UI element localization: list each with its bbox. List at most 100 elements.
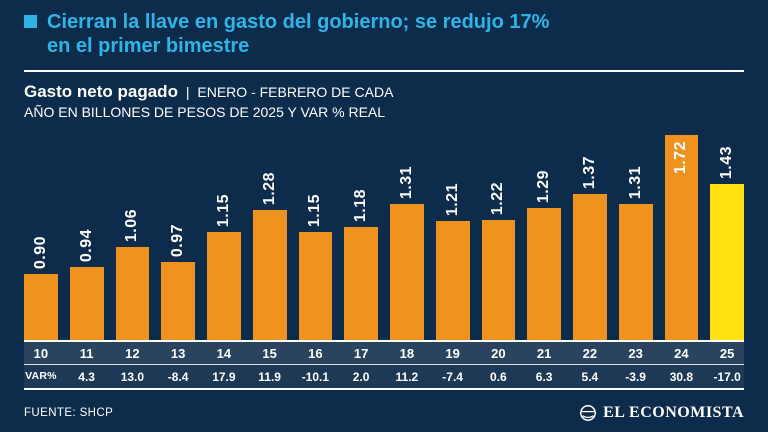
bar-column: 1.15 [207,194,241,340]
divider [24,69,744,72]
var-value: 5.4 [581,369,599,384]
years-row: 10 11 12 13 14 15 16 17 18 19 20 21 22 23 24 25 [24,339,744,365]
bar: 1.72 [664,134,699,340]
bar-column: 1.31 [618,165,653,340]
footer: FUENTE: SHCP EL ECONOMISTA [24,404,744,422]
year-label: 15 [262,345,277,361]
bar-column: 1.18 [344,189,378,340]
year-label: 19 [445,345,460,361]
bar-column: 1.22 [481,181,516,340]
year-label: 22 [582,345,598,361]
var-value: 30.8 [669,369,694,384]
year-label: 24 [674,345,689,361]
headline-line1: Cierran la llave en gasto del gobierno; … [47,11,550,33]
bar [435,220,470,340]
bar [618,203,653,340]
bar-column: 1.21 [435,182,470,340]
el-economista-logo: EL ECONOMISTA [579,404,744,422]
bar-column: 1.29 [527,170,561,340]
bar [573,193,607,340]
bar-value-label: 0.97 [169,223,187,257]
year-label: 25 [719,345,735,361]
var-value: 4.3 [78,369,95,384]
bar-column: 1.28 [252,171,287,340]
year-label: 21 [536,345,552,361]
kicker-separator: | [185,83,190,100]
var-value: -7.4 [442,369,463,384]
bar [527,207,561,340]
headline-line2: en el primer bimestre [47,35,250,58]
bar-value-label: 1.21 [443,182,461,216]
bar [481,219,516,340]
bar-value-label: 1.15 [214,193,232,227]
bar [161,261,195,340]
data-table: 10 11 12 13 14 15 16 17 18 19 20 21 22 23 24 25 VAR% 4.3… [24,339,744,390]
bar [207,231,241,340]
chart-subtitle-line2: AÑO EN BILLONES DE PESOS DE 2025 Y VAR %… [24,104,386,121]
bar-column: 1.15 [298,193,333,340]
bar [24,273,58,340]
year-label: 23 [628,345,643,361]
chart-title: Gasto neto pagado [24,81,178,101]
bar-column: 0.94 [69,228,104,340]
bar-column: 1.37 [573,156,607,340]
year-label: 20 [491,345,506,361]
bar [390,203,424,340]
var-value: 11.2 [395,369,419,384]
bar-column: 0.90 [24,236,58,340]
year-label: 14 [216,345,232,361]
bar [710,183,744,340]
year-label: 11 [79,345,94,361]
bar-value-label: 1.72 [672,140,690,174]
bar-value-label: 1.31 [397,165,415,199]
var-value: -17.0 [713,369,741,384]
var-value: 11.9 [258,369,281,384]
year-label: 10 [33,345,49,361]
var-row-label: VAR% [25,369,57,382]
bar-chart: 0.90 0.94 1.06 0.97 1.15 1.28 1.15 1.18 1.31 1.21… [24,126,744,340]
bar-value-label: 1.15 [306,193,324,227]
bar [252,209,287,340]
chart-kicker: Gasto neto pagado | ENERO - FEBRERO DE C… [24,81,744,122]
year-label: 13 [170,345,186,361]
headline: Cierran la llave en gasto del gobierno; … [47,10,549,59]
bar-column: 1.43 [710,146,744,340]
bar-value-label: 1.22 [489,181,507,215]
bar-value-label: 1.18 [352,188,370,222]
var-value: -8.4 [167,369,189,384]
bar [115,246,150,340]
bar-value-label: 0.90 [31,235,49,269]
bar [69,266,104,340]
bar-value-label: 1.37 [580,155,598,189]
year-label: 12 [125,345,140,361]
bar-column: 1.06 [115,208,150,340]
bar-value-label: 1.43 [718,145,736,179]
bar-column: 0.97 [161,224,195,340]
bar-value-label: 1.28 [260,171,278,205]
bar-column: 1.72 [664,134,699,340]
el-economista-logo-icon [580,405,597,421]
source-label: FUENTE: SHCP [24,407,114,419]
bar [298,231,333,340]
var-value: 0.6 [490,369,507,384]
header: Cierran la llave en gasto del gobierno; … [24,10,744,59]
bar-value-label: 1.06 [123,208,141,242]
var-row: VAR% 4.3 13.0 -8.4 17.9 11.9 -10.1 2.0 11.2 -7.4 0… [24,364,744,390]
chart-subtitle-line1: ENERO - FEBRERO DE CADA [197,83,394,100]
var-value: 17.9 [212,369,236,384]
var-value: 13.0 [120,369,145,384]
var-value: -10.1 [301,369,330,384]
bar-column: 1.31 [390,166,424,340]
bar [344,226,378,340]
year-label: 18 [399,345,415,361]
brand-name: EL ECONOMISTA [603,404,744,421]
var-value: 2.0 [352,369,370,384]
bar-value-label: 1.31 [626,165,644,199]
headline-bullet-icon [24,15,37,28]
bar-value-label: 1.29 [535,169,553,203]
bar-value-label: 0.94 [77,228,95,262]
year-label: 17 [353,345,369,361]
var-value: -3.9 [625,369,646,384]
year-label: 16 [308,345,323,361]
